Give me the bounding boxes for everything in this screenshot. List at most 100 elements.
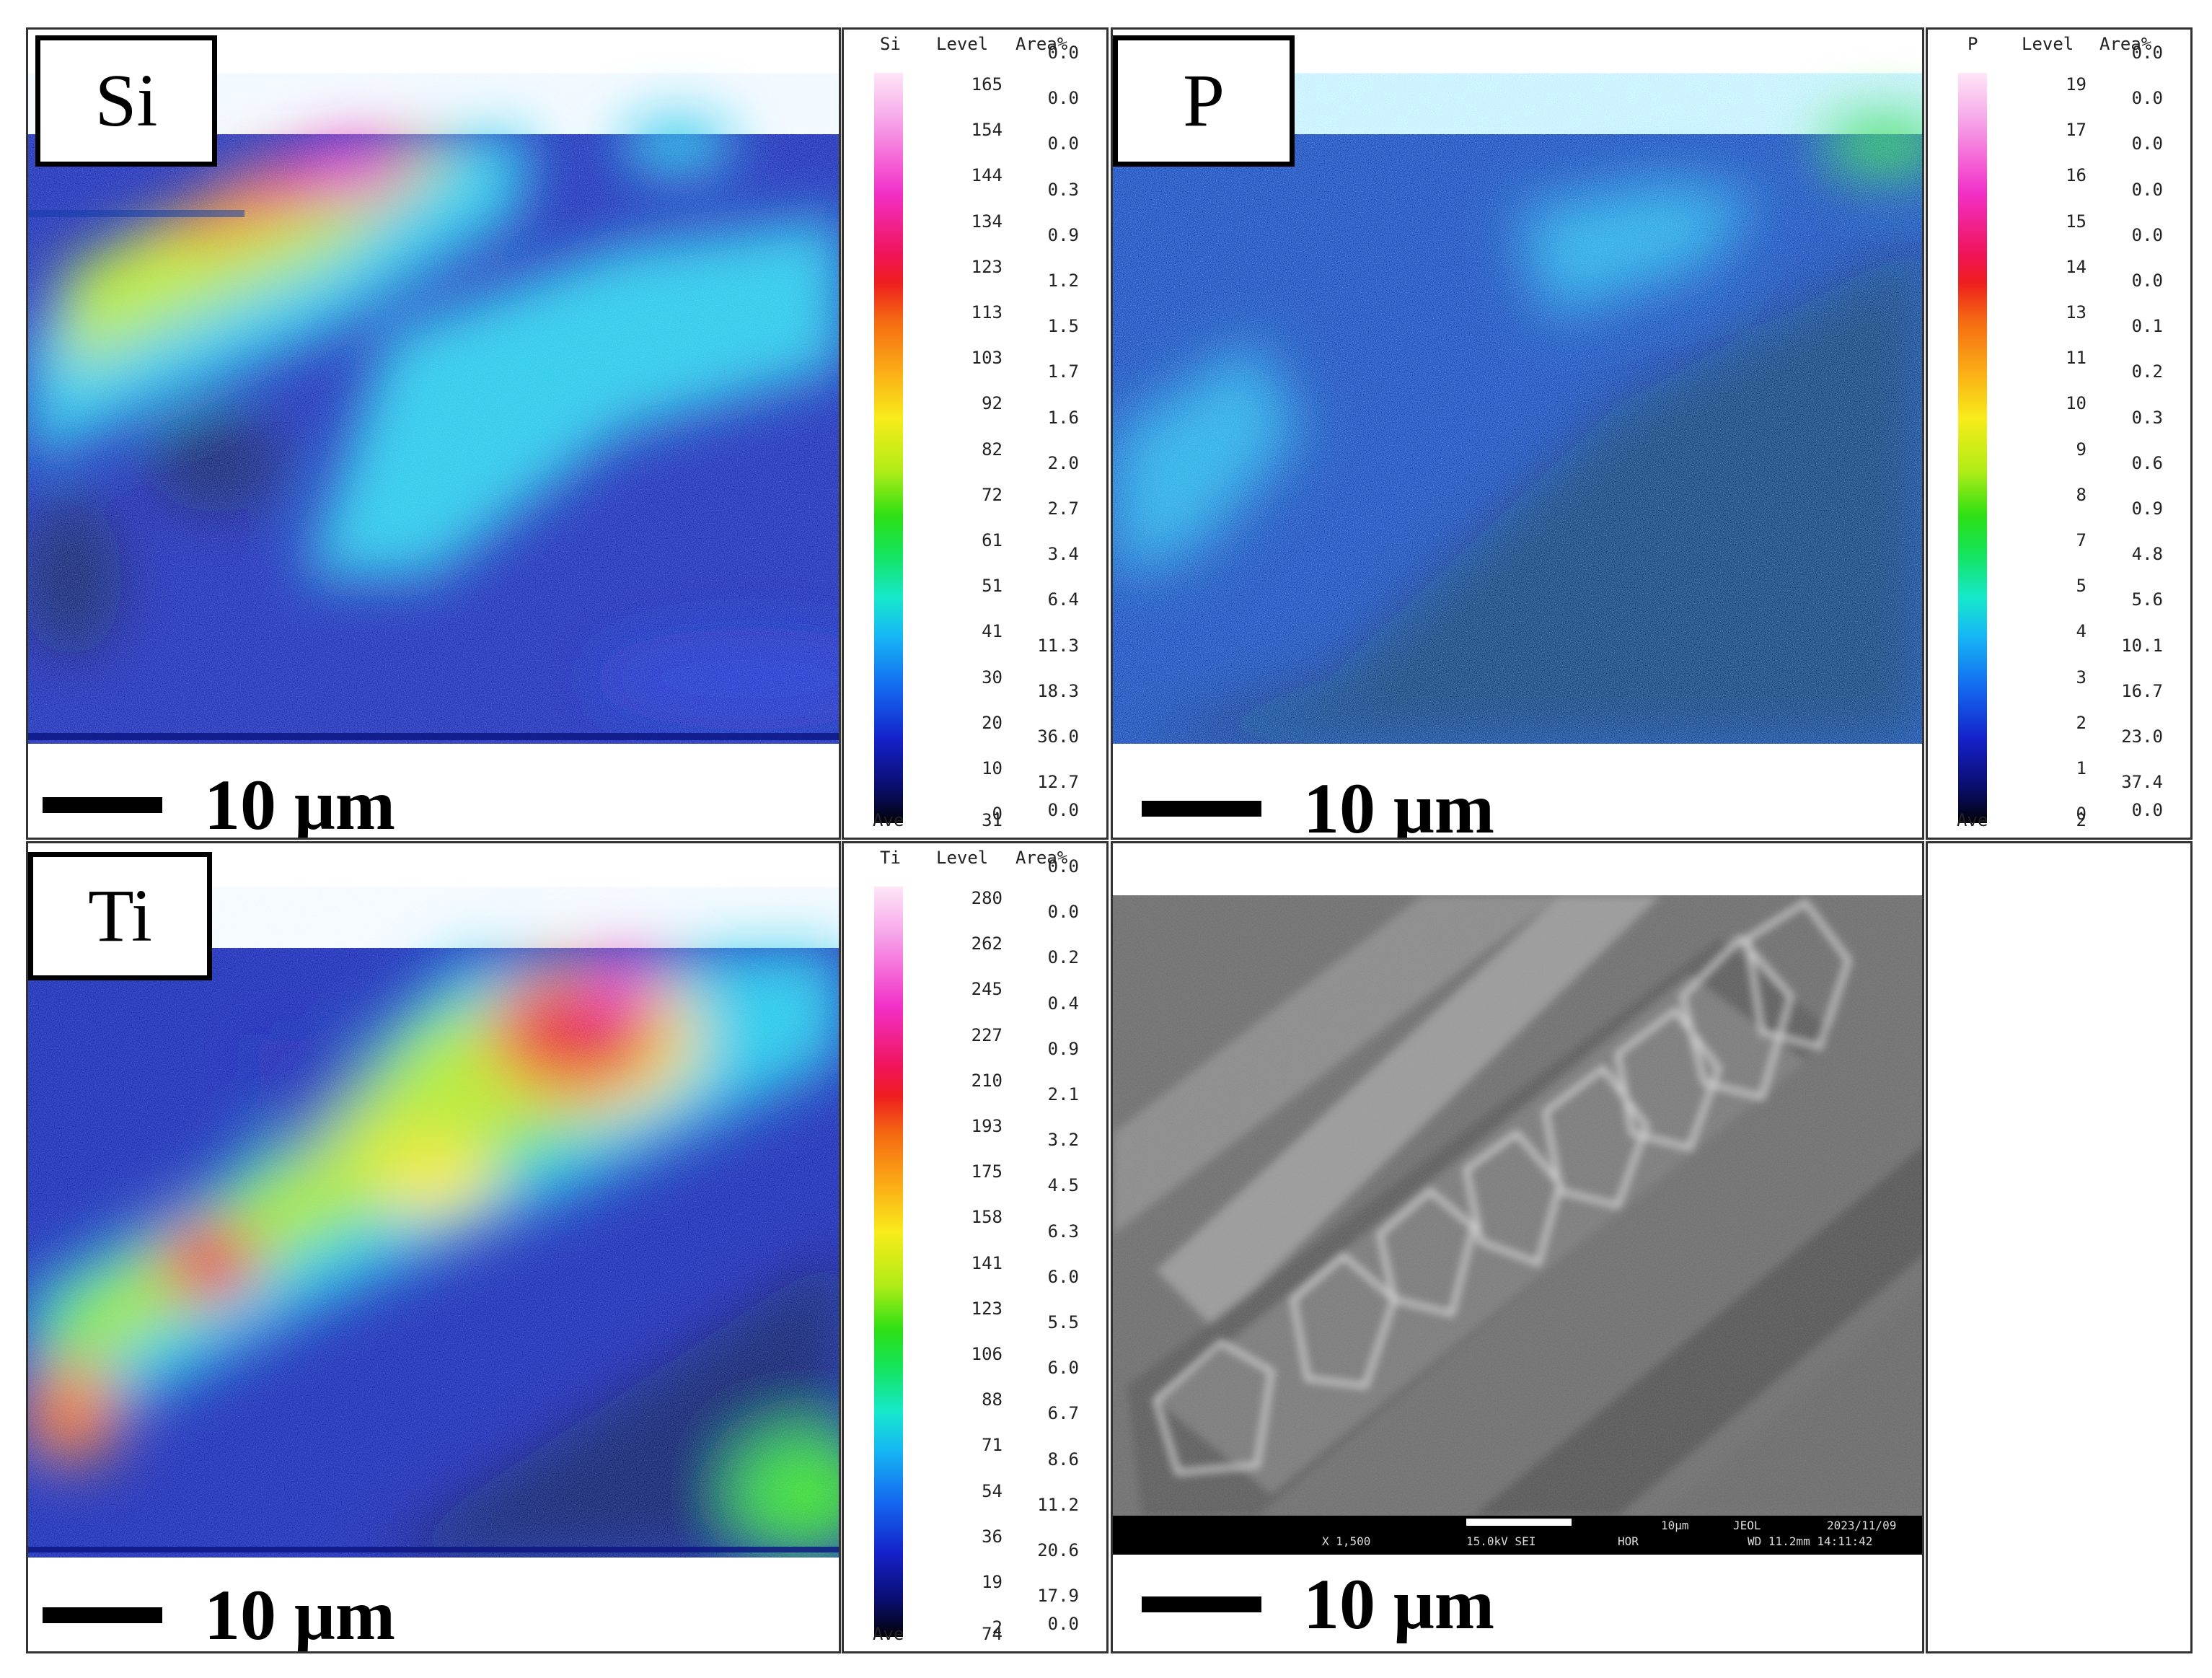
legend-level-value: 5 — [2076, 576, 2087, 597]
legend-area-value: 0.1 — [2131, 316, 2163, 337]
legend-level-value: 144 — [971, 165, 1003, 186]
legend-level-value: 51 — [982, 576, 1003, 597]
legend-level-value: 113 — [971, 302, 1003, 322]
legend-level-value: 134 — [971, 211, 1003, 232]
legend-level-value: 123 — [971, 256, 1003, 277]
legend-level-value: 123 — [971, 1298, 1003, 1319]
legend-level-value: 19 — [2066, 74, 2087, 95]
legend-area-value: 11.2 — [1037, 1494, 1079, 1515]
legend-area-value: 0.2 — [2131, 361, 2163, 382]
si-scale-bar: 10 μm — [43, 765, 395, 840]
legend-level-header: Level — [936, 848, 989, 868]
legend-level-value: 158 — [971, 1207, 1003, 1228]
legend-area-value: 0.0 — [1047, 800, 1079, 820]
legend-area-value: 1.5 — [1047, 316, 1079, 337]
legend-area-value: 4.8 — [2131, 544, 2163, 565]
ti-scale-bar: 10 μm — [43, 1575, 395, 1653]
legend-level-value: 61 — [982, 530, 1003, 550]
legend-area-value: 3.4 — [1047, 544, 1079, 565]
legend-level-value: 2 — [2076, 712, 2087, 733]
legend-area-value: 0.0 — [1047, 902, 1079, 923]
legend-level-value: 14 — [2066, 256, 2087, 277]
legend-level-value: 10 — [982, 758, 1003, 778]
sem-scale-bar: 10 μm — [1142, 1565, 1494, 1644]
legend-level-value: 0 — [992, 804, 1003, 825]
legend-area-value: 0.0 — [1047, 1614, 1079, 1634]
legend-level-value: 227 — [971, 1024, 1003, 1045]
legend-area-value: 1.6 — [1047, 407, 1079, 428]
legend-level-value: 82 — [982, 439, 1003, 460]
p-scale-text: 10 μm — [1303, 768, 1494, 840]
si-color-legend: Si Level Area% Ave 165 154 144 134 123 113 103… — [842, 27, 1109, 840]
legend-level-value: 0 — [2076, 804, 2087, 825]
legend-area-value: 0.0 — [2131, 224, 2163, 245]
legend-level-value: 103 — [971, 348, 1003, 369]
legend-area-value: 0.0 — [2131, 800, 2163, 820]
legend-area-value: 0.0 — [1047, 133, 1079, 154]
si-panel: Si 10 μm — [26, 27, 841, 840]
legend-area-value: 0.9 — [1047, 224, 1079, 245]
legend-level-value: 11 — [2066, 348, 2087, 369]
ti-scale-text: 10 μm — [204, 1575, 395, 1653]
legend-area-value: 11.3 — [1037, 635, 1079, 656]
legend-area-value: 0.0 — [2131, 133, 2163, 154]
legend-area-value: 2.0 — [1047, 452, 1079, 473]
si-elemental-map — [28, 30, 839, 744]
legend-level-value: 262 — [971, 934, 1003, 954]
legend-element: Si — [880, 34, 901, 54]
legend-level-value: 8 — [2076, 484, 2087, 505]
legend-level-value: 74 — [982, 1624, 1003, 1644]
legend-area-value: 6.4 — [1047, 589, 1079, 610]
legend-ave-label: Ave — [1957, 810, 1988, 830]
legend-level-value: 175 — [971, 1161, 1003, 1182]
sem-maker: JEOL — [1733, 1519, 1761, 1532]
legend-area-value: 36.0 — [1037, 726, 1079, 747]
legend-level-value: 154 — [971, 120, 1003, 141]
legend-area-header: Area% — [2099, 34, 2152, 54]
legend-level-value: 16 — [2066, 165, 2087, 186]
legend-gradient — [1958, 73, 1987, 823]
legend-ave-label: Ave — [873, 1624, 904, 1644]
legend-area-value: 6.3 — [1047, 1221, 1079, 1242]
legend-level-value: 106 — [971, 1344, 1003, 1364]
sem-date: 2023/11/09 — [1827, 1519, 1897, 1532]
sem-scale-text-large: 10 μm — [1303, 1564, 1494, 1644]
legend-area-value: 0.0 — [1047, 856, 1079, 877]
legend-area-header: Area% — [1015, 34, 1068, 54]
si-scale-text: 10 μm — [204, 765, 395, 840]
legend-area-value: 8.6 — [1047, 1449, 1079, 1470]
ti-color-legend: Ti Level Area% Ave 280 262 245 227 210 193 175… — [842, 841, 1109, 1653]
legend-area-value: 0.6 — [2131, 452, 2163, 473]
legend-area-value: 23.0 — [2121, 726, 2163, 747]
legend-level-value: 92 — [982, 393, 1003, 414]
legend-level-value: 280 — [971, 888, 1003, 908]
legend-level-value: 245 — [971, 979, 1003, 1000]
legend-level-value: 9 — [2076, 439, 2087, 460]
legend-level-value: 20 — [982, 712, 1003, 733]
legend-area-value: 0.4 — [1047, 993, 1079, 1014]
sem-magnification: X 1,500 — [1322, 1534, 1371, 1548]
scale-line — [1142, 801, 1261, 817]
legend-area-value: 0.0 — [1047, 88, 1079, 109]
legend-area-value: 20.6 — [1037, 1540, 1079, 1560]
legend-level-value: 31 — [982, 810, 1003, 830]
legend-area-value: 0.0 — [2131, 88, 2163, 109]
legend-level-value: 19 — [982, 1572, 1003, 1592]
legend-gradient — [874, 887, 903, 1637]
legend-area-value: 18.3 — [1037, 680, 1079, 701]
sem-voltage: 15.0kV SEI — [1466, 1534, 1536, 1548]
sem-scale-text: 10μm — [1661, 1519, 1689, 1532]
legend-area-value: 6.0 — [1047, 1266, 1079, 1287]
legend-level-value: 10 — [2066, 393, 2087, 414]
legend-level-value: 2 — [992, 1617, 1003, 1638]
sem-panel: X 1,500 15.0kV SEI HOR 10μm JEOL 2023/11… — [1111, 841, 1924, 1653]
sem-wd: WD 11.2mm 14:11:42 — [1748, 1534, 1873, 1548]
legend-level-value: 210 — [971, 1070, 1003, 1091]
sem-info-bar: X 1,500 15.0kV SEI HOR 10μm JEOL 2023/11… — [1113, 1516, 1922, 1555]
legend-area-value: 0.3 — [2131, 407, 2163, 428]
legend-area-value: 0.0 — [2131, 271, 2163, 291]
legend-level-value: 54 — [982, 1480, 1003, 1501]
legend-area-value: 2.7 — [1047, 498, 1079, 519]
legend-level-value: 3 — [2076, 667, 2087, 688]
ti-panel: Ti 10 μm — [26, 841, 841, 1653]
